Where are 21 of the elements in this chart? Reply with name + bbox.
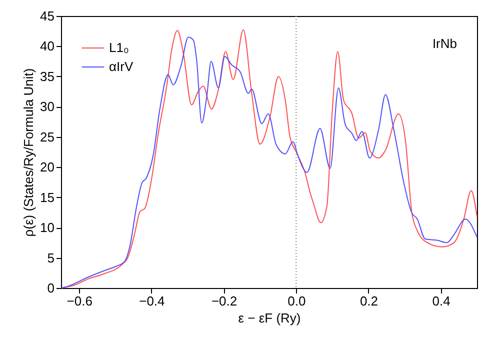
y-tick-label: 0 <box>47 280 54 296</box>
legend-label: L1₀ <box>109 40 129 55</box>
y-tick-label: 5 <box>47 250 54 266</box>
y-tick-label: 40 <box>40 38 54 54</box>
annotation: IrNb <box>432 36 457 51</box>
y-tick-label: 30 <box>40 99 54 114</box>
legend-label: αIrV <box>109 59 134 74</box>
y-tick-label: 35 <box>40 68 54 84</box>
y-tick-label: 10 <box>40 220 54 236</box>
x-tick-label: 0.2 <box>360 294 378 308</box>
y-tick-label: 25 <box>40 129 54 144</box>
x-tick-label: 0.4 <box>432 294 450 308</box>
y-tick-label: 15 <box>40 190 54 205</box>
y-axis-title: ρ(ε) (States/Ry/Formula Unit) <box>21 68 36 237</box>
x-axis-title: ε − εF (Ry) <box>238 310 301 326</box>
x-tick-label: −0.4 <box>139 294 165 308</box>
x-tick-label: 0.0 <box>288 294 306 308</box>
x-tick-label: −0.6 <box>66 294 92 308</box>
y-tick-label: 20 <box>40 160 54 175</box>
x-tick-label: −0.2 <box>211 294 238 308</box>
y-tick-label: 45 <box>40 8 54 24</box>
